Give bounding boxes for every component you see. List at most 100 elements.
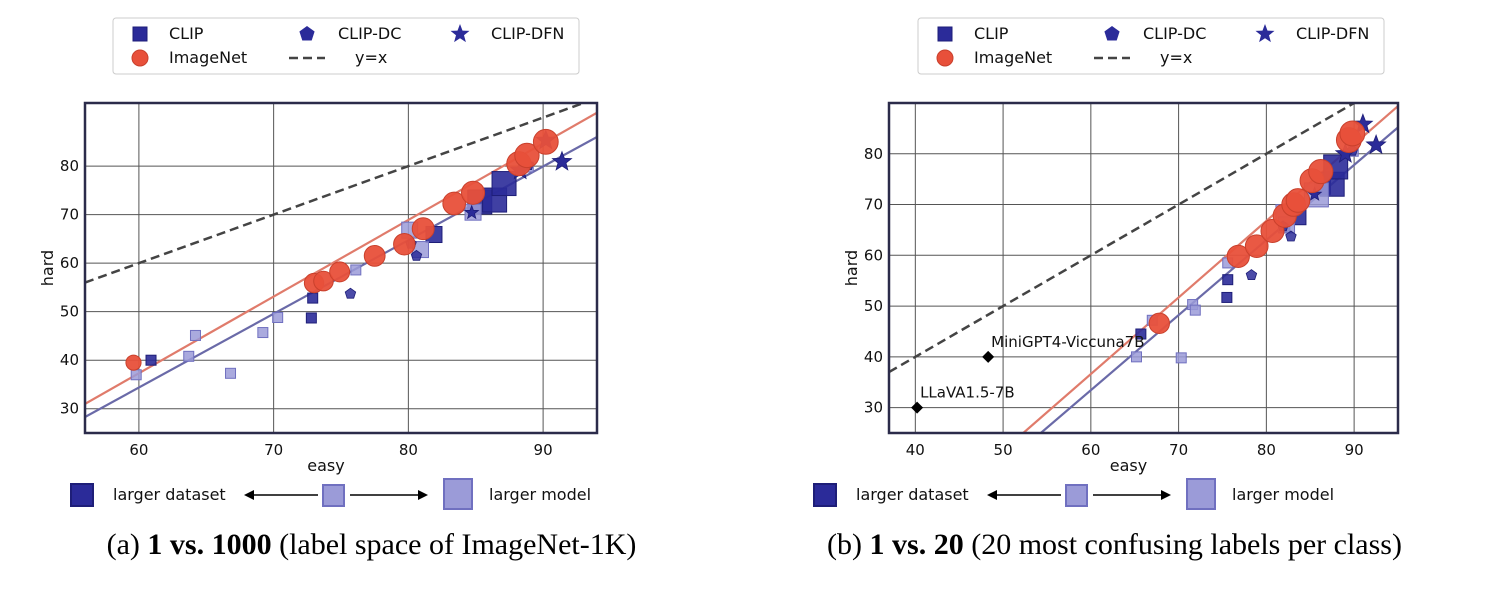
- y-tick-label: 60: [864, 246, 883, 264]
- clip-marker: [1189, 304, 1201, 316]
- imagenet-marker: [411, 217, 435, 241]
- diagonal-line: [889, 103, 1357, 374]
- legend-yx-label: y=x: [1160, 48, 1192, 67]
- imagenet-marker: [313, 270, 334, 292]
- y-axis-label: hard: [38, 250, 57, 286]
- x-tick-label: 80: [1257, 441, 1276, 459]
- imagenet-marker: [1148, 312, 1170, 335]
- size-key-mid-square: [1065, 484, 1088, 507]
- size-key-right-arrowhead: [1161, 490, 1171, 500]
- legend-clip-dc-label: CLIP-DC: [338, 24, 401, 43]
- imagenet-marker: [1308, 158, 1334, 185]
- legend: CLIP CLIP-DC CLIP-DFN ImageNet y=x: [917, 17, 1385, 75]
- size-key-dataset-label: larger dataset: [856, 485, 969, 504]
- x-tick-label: 60: [1081, 441, 1100, 459]
- x-tick-label: 80: [399, 441, 418, 459]
- x-tick-label: 90: [1345, 441, 1364, 459]
- imagenet-marker: [442, 191, 467, 216]
- x-tick-label: 90: [534, 441, 553, 459]
- legend-imagenet-icon: [131, 49, 149, 67]
- y-tick-label: 70: [60, 206, 79, 224]
- imagenet-marker: [363, 244, 386, 267]
- clip-marker: [225, 367, 237, 379]
- size-key-dataset-label: larger dataset: [113, 485, 226, 504]
- legend-clip-dc-label: CLIP-DC: [1143, 24, 1206, 43]
- legend-clip-dc-icon: [1104, 26, 1120, 41]
- clip-marker: [1135, 328, 1147, 340]
- clip-marker: [1221, 291, 1233, 303]
- size-key-dark-square: [70, 483, 94, 507]
- size-key-dark-square: [813, 483, 837, 507]
- clip-marker: [307, 292, 319, 304]
- plot-area: [889, 103, 1398, 433]
- legend-clip-label: CLIP: [974, 24, 1009, 43]
- y-tick-label: 80: [864, 145, 883, 163]
- mllm-label: LLaVA1.5-7B: [920, 384, 1015, 402]
- imagenet-marker: [329, 261, 351, 283]
- size-key-large-square: [1186, 478, 1216, 510]
- clip-dc-marker: [1245, 269, 1258, 281]
- legend-clip-icon: [132, 26, 148, 42]
- legend-clip-dfn-icon: [450, 24, 470, 43]
- imagenet-marker: [514, 142, 540, 169]
- mllm-marker: [982, 350, 995, 363]
- imagenet-marker: [1244, 234, 1269, 259]
- clip-marker: [257, 327, 269, 339]
- clip-dfn-marker: [551, 150, 573, 171]
- x-axis-label: easy: [1110, 456, 1147, 475]
- legend-clip-icon: [937, 26, 953, 42]
- caption-b: (b) 1 vs. 20 (20 most confusing labels p…: [827, 528, 1402, 561]
- clip-marker: [183, 350, 195, 362]
- plot-area: [85, 103, 597, 418]
- legend-yx-label: y=x: [355, 48, 387, 67]
- legend-clip-dfn-label: CLIP-DFN: [1296, 24, 1369, 43]
- clip-marker: [305, 312, 317, 324]
- x-tick-label: 70: [264, 441, 283, 459]
- x-tick-label: 70: [1169, 441, 1188, 459]
- size-key-large-square: [443, 478, 473, 510]
- x-tick-label: 40: [906, 441, 925, 459]
- size-key: larger dataset larger model: [813, 478, 1334, 510]
- clip-marker: [1175, 352, 1187, 364]
- imagenet-marker: [460, 180, 486, 205]
- clip-dfn-marker: [1365, 133, 1387, 155]
- size-key-left-arrowhead: [987, 490, 997, 500]
- clip-marker: [491, 171, 517, 197]
- x-tick-label: 50: [994, 441, 1013, 459]
- y-tick-label: 30: [60, 400, 79, 418]
- clip-marker: [145, 354, 157, 366]
- y-tick-label: 30: [864, 399, 883, 417]
- imagenet-marker: [1226, 244, 1250, 268]
- imagenet-marker: [1285, 188, 1311, 213]
- y-axis-label: hard: [842, 250, 861, 286]
- clip-marker: [350, 264, 362, 276]
- y-tick-label: 70: [864, 196, 883, 214]
- clip-dc-marker: [410, 249, 423, 261]
- clip-marker: [130, 369, 142, 381]
- imagenet-marker: [1339, 120, 1366, 147]
- imagenet-marker: [393, 232, 416, 256]
- mllm-marker: [911, 401, 924, 414]
- mllm-label: MiniGPT4-Viccuna7B: [991, 333, 1144, 351]
- size-key-left-arrowhead: [244, 490, 254, 500]
- panel-b: 40 50 60 70 80 90 30 40 50 60 70 80 easy hard LLaVA1.5…: [743, 0, 1486, 592]
- diagonal-line: [85, 103, 588, 284]
- caption-a: (a) 1 vs. 1000 (label space of ImageNet-…: [106, 528, 637, 561]
- panel-a: 60 70 80 90 30 40 50 60 70 80 easy hard CLIP CLIP-DC C…: [38, 17, 637, 561]
- legend-clip-dfn-icon: [1255, 24, 1275, 43]
- size-key-mid-square: [322, 484, 345, 507]
- legend-clip-dfn-label: CLIP-DFN: [491, 24, 564, 43]
- x-tick-label: 60: [129, 441, 148, 459]
- legend-clip-dc-icon: [299, 26, 315, 41]
- plot-frame: [887, 101, 1400, 435]
- size-key-model-label: larger model: [489, 485, 591, 504]
- y-tick-label: 60: [60, 254, 79, 272]
- y-tick-label: 50: [864, 297, 883, 315]
- clip-dfn-marker: [463, 204, 480, 220]
- y-tick-label: 40: [60, 351, 79, 369]
- clip-marker: [189, 329, 201, 341]
- chart-b: 40 50 60 70 80 90 30 40 50 60 70 80 easy hard LLaVA1.5…: [813, 17, 1400, 510]
- legend-clip-label: CLIP: [169, 24, 204, 43]
- size-key: larger dataset larger model: [70, 478, 591, 510]
